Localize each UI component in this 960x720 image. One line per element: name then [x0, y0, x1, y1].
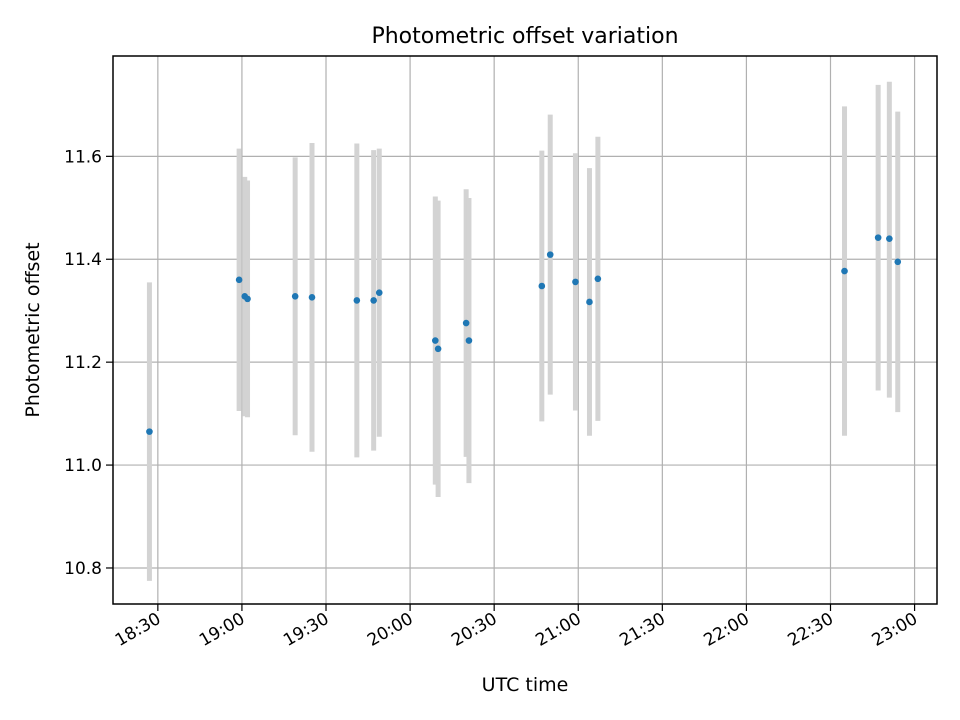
y-axis-label: Photometric offset	[22, 242, 44, 417]
y-tick-label: 11.6	[64, 147, 102, 167]
data-point	[370, 297, 377, 304]
y-tick-label: 11.0	[64, 456, 102, 476]
data-point	[432, 337, 439, 344]
data-point	[434, 345, 442, 353]
data-point	[353, 297, 361, 304]
x-axis-label: UTC time	[482, 674, 569, 696]
data-point	[894, 258, 902, 266]
data-point	[291, 292, 299, 300]
data-point	[572, 278, 579, 286]
data-point	[462, 319, 470, 327]
y-tick-label: 10.8	[64, 559, 102, 579]
data-point	[465, 337, 473, 344]
data-point	[586, 298, 593, 306]
data-point	[375, 289, 383, 296]
data-point	[886, 235, 893, 242]
data-point	[546, 251, 554, 258]
y-tick-label: 11.4	[64, 250, 102, 270]
data-point	[308, 294, 316, 301]
data-point	[594, 275, 602, 283]
data-point	[874, 234, 882, 241]
data-point	[244, 295, 251, 303]
grid	[113, 56, 937, 604]
data-points	[146, 234, 902, 435]
data-point	[841, 267, 848, 275]
chart-title: Photometric offset variation	[371, 24, 678, 49]
data-point	[146, 428, 153, 435]
data-point	[235, 276, 243, 284]
y-axis-ticks: 10.8 11.0 11.2 11.4 11.6	[64, 147, 113, 579]
plot-frame	[112, 55, 938, 605]
data-point	[538, 282, 546, 290]
y-tick-label: 11.2	[64, 353, 102, 373]
